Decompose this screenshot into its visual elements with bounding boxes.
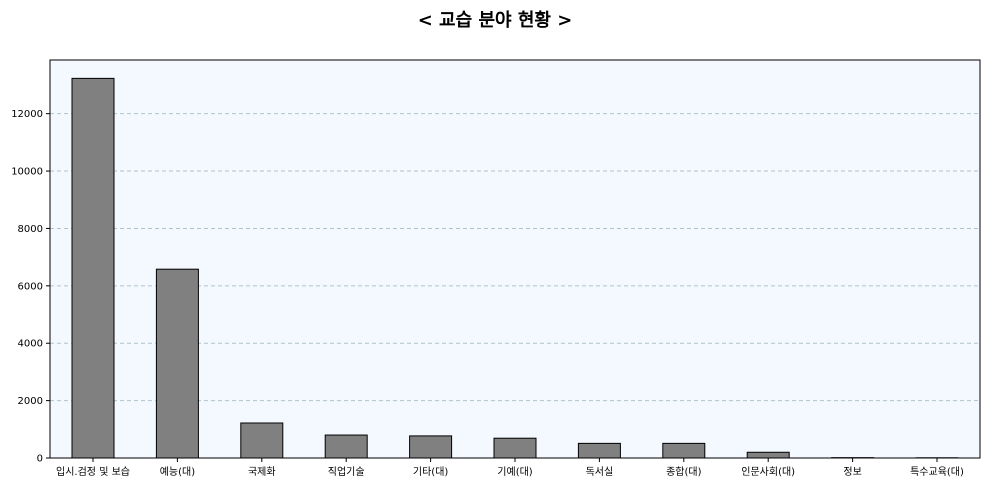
x-tick-label: 기타(대) xyxy=(413,466,449,478)
bar xyxy=(662,442,706,459)
bars xyxy=(71,77,959,459)
bar xyxy=(577,442,621,459)
x-tick-label: 인문사회(대) xyxy=(741,466,795,478)
x-tick-label: 종합(대) xyxy=(666,466,702,478)
x-tick-label: 독서실 xyxy=(586,466,614,478)
chart-title: < 교습 분야 현황 > xyxy=(417,10,573,31)
plot-area xyxy=(50,60,980,458)
x-tick-label: 특수교육(대) xyxy=(910,466,964,478)
bar xyxy=(71,77,115,459)
y-tick-label: 4000 xyxy=(18,339,43,350)
x-tick-label: 정보 xyxy=(843,466,861,478)
x-tick-label: 국제화 xyxy=(248,466,276,478)
bar xyxy=(493,437,537,459)
x-tick-label: 입시.검정 및 보습 xyxy=(56,465,130,478)
x-tick-label: 예능(대) xyxy=(160,466,196,478)
y-tick-label: 6000 xyxy=(18,281,43,292)
bar xyxy=(409,435,453,459)
y-tick-label: 2000 xyxy=(18,396,43,407)
x-tick-label: 기예(대) xyxy=(497,466,533,478)
grid-lines xyxy=(50,113,980,402)
y-tick-label: 8000 xyxy=(18,224,43,235)
y-tick-label: 0 xyxy=(37,454,43,465)
x-axis: 입시.검정 및 보습 예능(대) 국제화 직업기술 기타(대) 기예(대) 독서실 종합(대)… xyxy=(56,458,964,478)
bar xyxy=(324,434,368,459)
y-axis: 0 2000 4000 6000 8000 10000 12000 xyxy=(11,109,50,465)
y-tick-label: 10000 xyxy=(11,167,43,178)
bar xyxy=(240,422,284,459)
bar xyxy=(746,451,790,459)
bar xyxy=(155,268,199,459)
x-tick-label: 직업기술 xyxy=(328,465,365,478)
y-tick-label: 12000 xyxy=(11,109,43,120)
